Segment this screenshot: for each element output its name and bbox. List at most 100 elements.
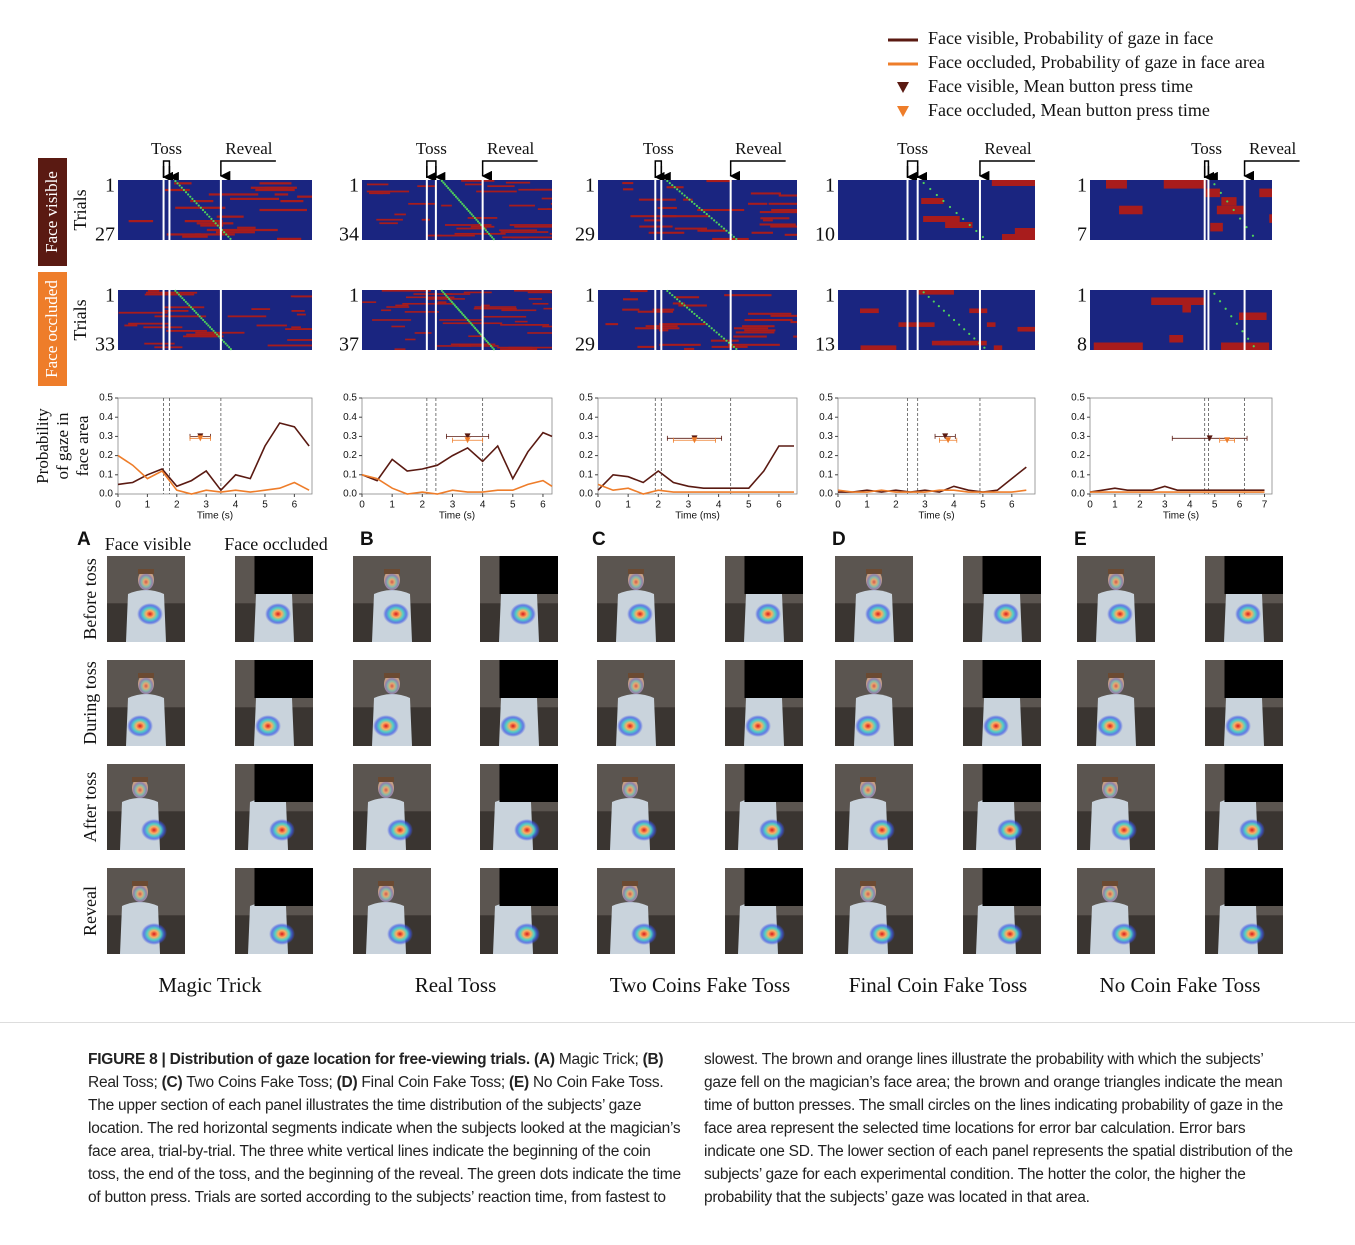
- raster-segment: [463, 291, 492, 294]
- raster-segment: [476, 190, 517, 193]
- button-dot: [720, 225, 723, 228]
- heat-blob: [510, 603, 536, 625]
- x-tick-label: 7: [1262, 500, 1268, 511]
- raster-segment: [550, 202, 552, 205]
- button-dot: [681, 302, 684, 305]
- raster-segment: [435, 345, 472, 347]
- gaze-photo: [107, 868, 185, 954]
- raster-segment: [408, 202, 437, 205]
- raster-segment: [744, 318, 793, 322]
- trial-label: 29: [575, 224, 595, 246]
- raster-segment: [652, 308, 675, 311]
- x-tick-label: 2: [174, 500, 180, 511]
- button-dot: [217, 335, 220, 338]
- heat-blob: [866, 573, 882, 591]
- button-dot: [713, 329, 716, 332]
- raster-segment: [511, 236, 529, 239]
- button-dot: [717, 333, 721, 336]
- button-dot: [463, 315, 467, 318]
- triangle: [464, 433, 471, 440]
- y-tick-label: 0.0: [99, 489, 113, 500]
- raster-segment: [514, 320, 528, 323]
- raster-segment: [622, 308, 640, 311]
- y-axis-label: Probability: [33, 408, 52, 484]
- button-dot: [456, 307, 459, 310]
- raster-segment: [376, 218, 403, 221]
- raster-segment: [474, 306, 517, 308]
- raster-segment: [986, 322, 996, 327]
- x-tick-label: 6: [540, 500, 546, 511]
- gaze-photo: [963, 764, 1041, 850]
- raster-segment: [759, 211, 797, 214]
- gaze-photo: [107, 764, 185, 850]
- button-dot: [489, 234, 492, 237]
- raster-segment: [481, 304, 490, 307]
- raster-segment: [1204, 188, 1220, 198]
- heat-blob: [1111, 819, 1137, 841]
- button-dot: [198, 315, 201, 318]
- button-dot: [453, 193, 456, 197]
- button-dot: [449, 299, 452, 302]
- raster-segment: [444, 293, 471, 295]
- series-line: [597, 483, 794, 495]
- reveal-bracket: [729, 160, 786, 182]
- photo-row-label: During toss: [80, 661, 100, 745]
- series-line: [1089, 485, 1265, 493]
- button-dot: [464, 206, 467, 209]
- button-dot: [207, 324, 210, 327]
- face-occluder: [1224, 868, 1283, 906]
- button-dot: [486, 230, 489, 234]
- raster-segment: [439, 319, 483, 321]
- photo-hair: [132, 881, 148, 886]
- raster-segment: [255, 188, 295, 192]
- button-dot: [720, 335, 723, 338]
- gaze-photo: [1205, 556, 1283, 642]
- x-axis-label: Time (s): [439, 511, 475, 522]
- heat-blob: [500, 715, 526, 737]
- raster-segment: [509, 224, 552, 226]
- raster-segment: [991, 180, 1035, 186]
- button-dot: [450, 190, 453, 193]
- heat-blob: [617, 715, 643, 737]
- button-dot: [698, 316, 701, 320]
- button-press-marker: [938, 437, 958, 444]
- heat-blob: [127, 715, 153, 737]
- raster-segment: [662, 215, 710, 218]
- x-tick-label: 5: [746, 500, 752, 511]
- raster-segment: [859, 308, 879, 314]
- caption: FIGURE 8 | Distribution of gaze location…: [0, 1022, 1355, 1245]
- heat-blob: [1097, 715, 1123, 737]
- trial-label: 27: [95, 224, 115, 246]
- x-axis-label: Time (s): [1163, 511, 1199, 522]
- legend-label: Face visible, Mean button press time: [928, 76, 1193, 96]
- heat-blob: [1108, 677, 1124, 695]
- button-dot: [725, 229, 728, 232]
- caption-text: FIGURE 8 | Distribution of gaze location…: [88, 1048, 1298, 1209]
- panel-title: Final Coin Fake Toss: [849, 973, 1027, 997]
- button-dot: [1218, 300, 1222, 303]
- y-tick-label: 0.2: [1071, 450, 1085, 461]
- x-tick-label: 0: [115, 500, 121, 511]
- raster-segment: [1163, 180, 1207, 189]
- panel-title: Magic Trick: [158, 973, 262, 997]
- raster-segment: [118, 311, 168, 314]
- button-dot: [197, 204, 200, 207]
- raster-segment: [659, 323, 706, 326]
- heat-blob: [387, 819, 413, 841]
- button-dot: [703, 320, 706, 324]
- x-tick-label: 3: [1162, 500, 1168, 511]
- raster-segment: [437, 301, 447, 303]
- face-occluder: [982, 660, 1041, 698]
- face-occluder: [1224, 764, 1283, 802]
- x-tick-label: 4: [716, 500, 722, 511]
- button-dot: [461, 202, 464, 205]
- gaze-photo: [597, 764, 675, 850]
- button-dot: [1224, 307, 1227, 310]
- gaze-photo: [1205, 660, 1283, 746]
- button-dot: [214, 331, 217, 334]
- photo-hair: [138, 569, 154, 574]
- button-dot: [678, 190, 681, 193]
- button-dot: [226, 344, 229, 347]
- gaze-photo: [597, 868, 675, 954]
- raster-segment: [487, 185, 515, 188]
